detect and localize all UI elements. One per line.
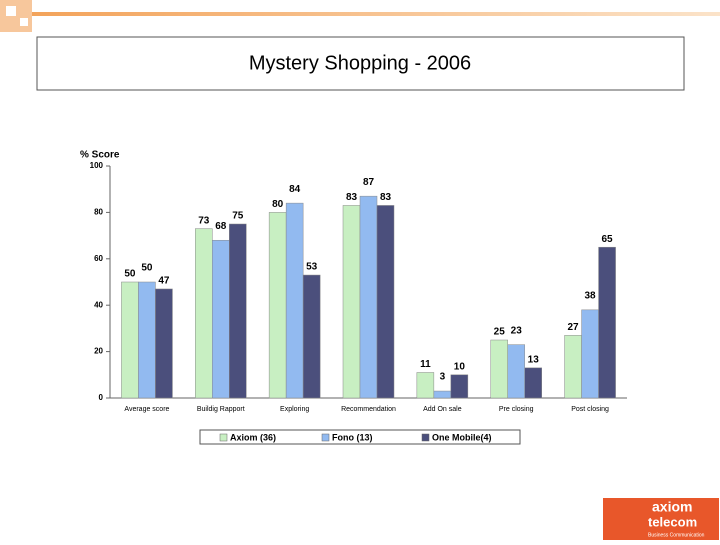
- value-label: 25: [494, 327, 506, 338]
- value-label: 23: [511, 325, 523, 336]
- y-axis-label: % Score: [80, 150, 120, 161]
- title-box: [36, 36, 685, 91]
- bar: [598, 246, 616, 399]
- logo-bg: [603, 498, 719, 540]
- legend-label: One Mobile(4): [432, 432, 492, 442]
- bar: [302, 274, 321, 399]
- value-label: 80: [272, 199, 284, 210]
- bar: [212, 239, 230, 399]
- value-label: 38: [585, 290, 597, 301]
- y-tick-label: 60: [94, 254, 103, 263]
- x-tick-label: Pre closing: [499, 406, 534, 413]
- top-line: [32, 12, 720, 16]
- bar: [524, 367, 542, 399]
- bar: [359, 195, 378, 399]
- corner-square: [20, 18, 28, 26]
- bar: [285, 202, 304, 399]
- logo: axiom telecom Business Communication: [603, 498, 719, 540]
- legend-swatch: [421, 433, 430, 442]
- value-label: 10: [454, 361, 466, 372]
- bar: [490, 339, 508, 399]
- y-tick-label: 40: [94, 300, 103, 309]
- value-label: 11: [420, 359, 431, 370]
- x-tick-label: Add On sale: [423, 406, 462, 413]
- x-tick-label: Average score: [124, 406, 169, 413]
- value-label: 84: [289, 184, 301, 195]
- bar: [507, 344, 525, 399]
- bar: [229, 223, 247, 399]
- value-label: 27: [568, 322, 580, 333]
- y-tick-label: 100: [90, 161, 104, 170]
- value-label: 73: [198, 215, 210, 226]
- bar: [155, 288, 173, 399]
- y-tick-label: 20: [94, 347, 103, 356]
- y-tick-label: 0: [99, 393, 104, 402]
- bar: [450, 374, 469, 399]
- legend-swatch: [219, 433, 228, 442]
- bar: [376, 205, 395, 399]
- value-label: 75: [232, 211, 244, 222]
- value-label: 83: [380, 192, 392, 203]
- x-tick-label: Buildig Rapport: [197, 406, 245, 413]
- logo-tagline: Business Communication: [648, 532, 705, 538]
- x-tick-label: Recommendation: [341, 406, 396, 413]
- legend-box: [199, 429, 521, 445]
- value-label: 50: [141, 263, 153, 274]
- value-label: 87: [363, 177, 375, 188]
- value-label: 53: [306, 262, 318, 273]
- value-label: 3: [440, 372, 446, 383]
- logo-name: axiom: [652, 499, 692, 515]
- bar: [268, 212, 287, 399]
- value-label: 65: [602, 234, 614, 245]
- x-tick-label: Post closing: [571, 406, 609, 413]
- legend-label: Fono (13): [332, 432, 373, 442]
- bar: [416, 372, 435, 399]
- bar: [581, 309, 599, 399]
- chart-title: Mystery Shopping - 2006: [249, 52, 471, 74]
- bar: [195, 228, 213, 399]
- bar: [138, 281, 156, 399]
- logo-subname: telecom: [648, 514, 697, 529]
- bar: [342, 205, 361, 399]
- corner-square: [6, 6, 16, 16]
- y-tick-label: 80: [94, 208, 103, 217]
- bar: [433, 390, 452, 399]
- bar: [564, 335, 582, 399]
- value-label: 83: [346, 192, 358, 203]
- value-label: 47: [158, 276, 170, 287]
- bar: [121, 281, 139, 399]
- legend-label: Axiom (36): [230, 432, 276, 442]
- value-label: 13: [528, 354, 540, 365]
- value-label: 50: [124, 269, 136, 280]
- x-tick-label: Exploring: [280, 406, 309, 413]
- value-label: 68: [215, 221, 227, 232]
- legend-swatch: [321, 433, 330, 442]
